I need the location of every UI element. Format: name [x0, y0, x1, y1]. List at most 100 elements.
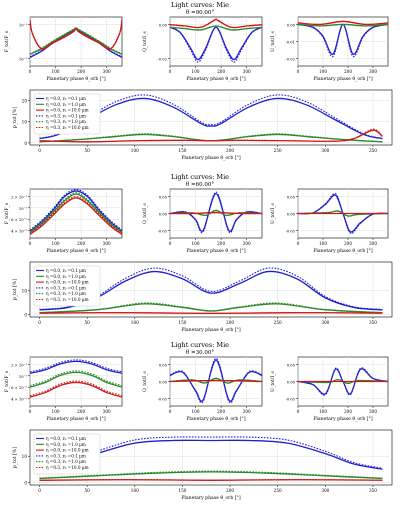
x-tick-label: 350	[369, 488, 377, 493]
series-line-dashed-green	[30, 26, 122, 55]
x-tick-label: 0	[169, 409, 172, 414]
y-axis-label: p_tot [%]	[12, 107, 18, 128]
x-tick-label: 100	[319, 69, 327, 74]
y-tick-label: 0.05	[159, 195, 168, 199]
legend-label: η =0.0, r₀ =0.1 µm	[46, 96, 86, 101]
x-tick-label: 0	[29, 69, 32, 74]
x-tick-label: 0	[38, 148, 41, 153]
x-tick-label: 100	[131, 488, 139, 493]
y-tick-label: 0.00	[287, 23, 296, 27]
figure-subtitle: θ =90.00°	[186, 10, 214, 16]
legend-label: η =0.0, r₀ =1.0 µm	[46, 102, 86, 107]
y-axis-label: Q_tot/I_s	[142, 203, 148, 224]
y-tick-label: 10⁻¹	[19, 23, 28, 27]
series-line-dashed-red	[39, 128, 383, 143]
x-axis-label: Planetary phase θ_orb [°]	[186, 416, 246, 422]
y-tick-label: 0.00	[159, 381, 168, 385]
panel-u: 0 100 200 300 0.00 -0.01 -0.02 Planetary phase …	[270, 16, 389, 82]
x-tick-label: 100	[192, 69, 200, 74]
series-line-dashed-red	[170, 18, 262, 29]
y-tick-label: 10⁻²	[19, 58, 28, 62]
x-tick-label: 200	[344, 69, 352, 74]
legend-label: η =0.3, r₀ =10.0 µm	[46, 125, 89, 130]
x-tick-label: 50	[84, 148, 90, 153]
legend-label: η =0.3, r₀ =0.1 µm	[46, 453, 86, 458]
x-tick-label: 200	[226, 488, 234, 493]
x-tick-label: 200	[226, 148, 234, 153]
x-tick-label: 200	[217, 409, 225, 414]
legend-label: η =0.3, r₀ =1.0 µm	[46, 119, 86, 124]
x-tick-label: 300	[321, 488, 329, 493]
y-tick-label: -0.05	[158, 398, 168, 402]
series-line-dashed-green	[170, 25, 262, 31]
x-tick-label: 50	[84, 320, 90, 325]
series-line-dashed-red	[39, 311, 383, 314]
legend-box	[33, 433, 101, 475]
figure-title: Light curves: Mie	[171, 1, 229, 9]
series-line-blue	[30, 190, 122, 232]
y-axis-label: U_tot/I_s	[270, 203, 276, 224]
panel-q: 0 100 200 300 0.00 -0.02 Planetary phase θ_orb…	[142, 16, 263, 82]
y-tick-label: 20	[22, 99, 28, 104]
x-tick-label: 300	[103, 69, 111, 74]
legend-label: η =0.0, r₀ =0.1 µm	[46, 436, 86, 441]
x-tick-label: 200	[217, 69, 225, 74]
series-line-dashed-red	[170, 379, 262, 383]
y-tick-label: 0.00	[159, 23, 168, 27]
panel-flux: 0 100 200 300 2 × 10⁻¹ 10⁻¹ 6 × 10⁻² 4 × 10⁻² Pl…	[4, 356, 123, 422]
y-tick-label: 10⁻¹	[19, 207, 28, 211]
y-tick-label: 0	[24, 313, 27, 318]
y-tick-label: 6 × 10⁻²	[11, 386, 27, 390]
panel-q: 0 100 200 300 0.05 0.00 -0.05 Planetary phase θ…	[142, 188, 263, 254]
x-tick-label: 100	[52, 409, 60, 414]
x-tick-label: 150	[178, 148, 186, 153]
x-tick-label: 300	[103, 409, 111, 414]
series-line-dashed-red	[30, 19, 122, 50]
y-tick-label: 10	[22, 454, 28, 459]
x-tick-label: 100	[319, 409, 327, 414]
x-tick-label: 100	[131, 148, 139, 153]
legend-label: η =0.0, r₀ =1.0 µm	[46, 274, 86, 279]
figure-subtitle: θ =60.00°	[186, 182, 214, 188]
y-tick-label: 10	[22, 120, 28, 125]
series-line-green	[30, 371, 122, 388]
legend-label: η =0.3, r₀ =0.1 µm	[46, 113, 86, 118]
legend-label: η =0.0, r₀ =10.0 µm	[46, 448, 89, 453]
x-axis-label: Planetary phase θ_orb [°]	[313, 416, 373, 422]
x-tick-label: 50	[84, 488, 90, 493]
series-line-dashed-blue	[298, 23, 388, 58]
y-tick-label: 0.00	[287, 381, 296, 385]
y-axis-label: Q_tot/I_s	[142, 371, 148, 392]
x-tick-label: 250	[274, 488, 282, 493]
y-tick-label: 10	[22, 289, 28, 294]
series-line-dashed-green	[39, 302, 383, 314]
x-tick-label: 300	[103, 241, 111, 246]
y-tick-label: 2 × 10⁻¹	[11, 195, 27, 199]
legend-label: η =0.0, r₀ =10.0 µm	[46, 108, 89, 113]
series-line-dashed-red	[170, 211, 262, 215]
x-axis-label: Planetary phase θ_orb [°]	[181, 155, 241, 161]
x-axis-label: Planetary phase θ_orb [°]	[46, 248, 106, 254]
x-tick-label: 300	[369, 69, 377, 74]
series-line-blue	[170, 359, 262, 402]
x-tick-label: 250	[274, 148, 282, 153]
x-tick-label: 200	[77, 69, 85, 74]
y-tick-label: -0.01	[286, 41, 295, 45]
series-line-dashed-red	[298, 20, 388, 25]
legend: η =0.0, r₀ =0.1 µmη =0.0, r₀ =1.0 µmη =0…	[33, 433, 101, 475]
x-tick-label: 100	[131, 320, 139, 325]
y-tick-label: -0.02	[158, 58, 167, 62]
legend: η =0.0, r₀ =0.1 µmη =0.0, r₀ =1.0 µmη =0…	[33, 93, 101, 135]
legend-box	[33, 93, 101, 135]
x-tick-label: 300	[321, 320, 329, 325]
series-line-dashed-blue	[298, 367, 388, 396]
x-tick-label: 150	[178, 488, 186, 493]
y-axis-label: F_tot/F_s	[4, 30, 10, 52]
x-axis-label: Planetary phase θ_orb [°]	[181, 327, 241, 333]
y-axis-label: F_tot/F_s	[4, 202, 10, 224]
y-axis-label: F_tot/F_s	[4, 370, 10, 392]
y-tick-label: 0	[24, 141, 27, 146]
legend-label: η =0.3, r₀ =0.1 µm	[46, 285, 86, 290]
